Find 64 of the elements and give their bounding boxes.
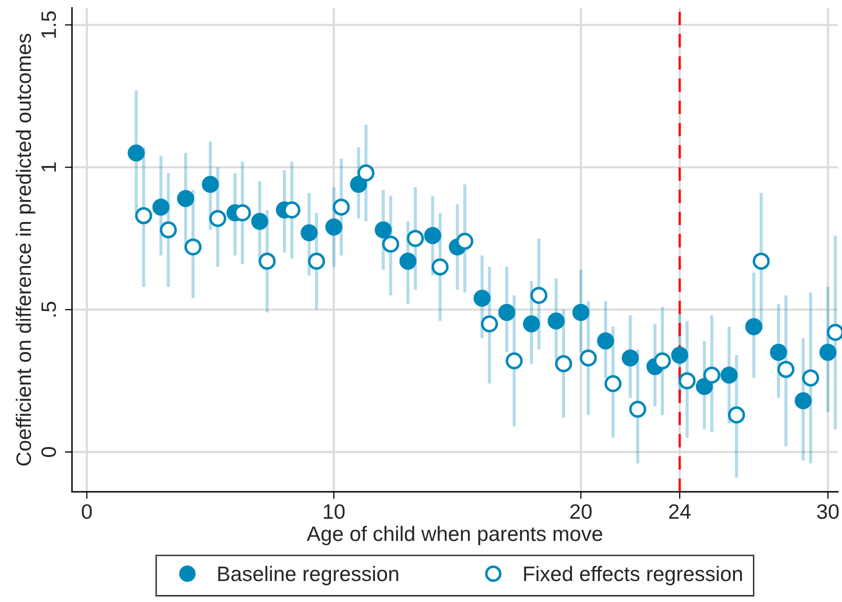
point (745, 318, 762, 336)
point (424, 227, 442, 244)
point (152, 198, 170, 216)
point (597, 332, 614, 350)
point (406, 230, 424, 247)
point (696, 378, 713, 396)
point (530, 286, 548, 304)
legend-label: Baseline regression (218, 566, 398, 586)
point (819, 344, 836, 361)
point (671, 346, 688, 364)
point (572, 304, 590, 321)
point (258, 252, 276, 270)
point (802, 369, 820, 386)
y-tick-label: 1 (42, 162, 56, 172)
point (506, 352, 523, 370)
point (770, 344, 788, 361)
x-tick-label: 20 (570, 504, 592, 519)
point (160, 221, 177, 238)
y-axis-title: Coefficient on difference in predicted outcomes (16, 34, 36, 466)
x-axis-title: Age of child when parents move (306, 526, 602, 546)
point (703, 366, 720, 384)
point (580, 349, 597, 367)
point (202, 176, 219, 193)
point (382, 236, 400, 253)
point (629, 400, 646, 418)
point (728, 406, 746, 424)
point (777, 360, 794, 378)
point (177, 190, 194, 208)
point (135, 207, 152, 224)
point (300, 224, 318, 242)
point (251, 212, 268, 230)
point (794, 392, 812, 410)
point (498, 304, 516, 321)
point (622, 349, 639, 367)
y-tick-label: .5 (42, 302, 56, 316)
x-tick-label: 30 (817, 504, 839, 519)
point (325, 218, 342, 236)
point (720, 366, 738, 384)
point (480, 315, 498, 332)
point (604, 375, 622, 392)
point (522, 315, 540, 332)
point (357, 164, 374, 182)
point (474, 290, 491, 307)
point (209, 210, 226, 228)
point (332, 198, 350, 216)
point (456, 232, 474, 250)
point (308, 252, 326, 270)
point (399, 252, 416, 270)
point (350, 176, 368, 193)
x-tick-label: 10 (324, 504, 345, 519)
point (654, 352, 671, 370)
point (374, 221, 392, 238)
y-tick-label: 0 (41, 446, 56, 457)
x-tick-label: 24 (669, 504, 691, 519)
point (555, 355, 572, 372)
legend-label: Fixed effects regression (524, 566, 742, 586)
point (678, 372, 696, 390)
x-tick-label: 0 (82, 504, 92, 519)
point (184, 238, 202, 256)
y-tick-label: 1.5 (42, 11, 56, 38)
point (432, 258, 449, 276)
point (548, 312, 565, 330)
point (752, 252, 770, 270)
point (128, 144, 145, 162)
